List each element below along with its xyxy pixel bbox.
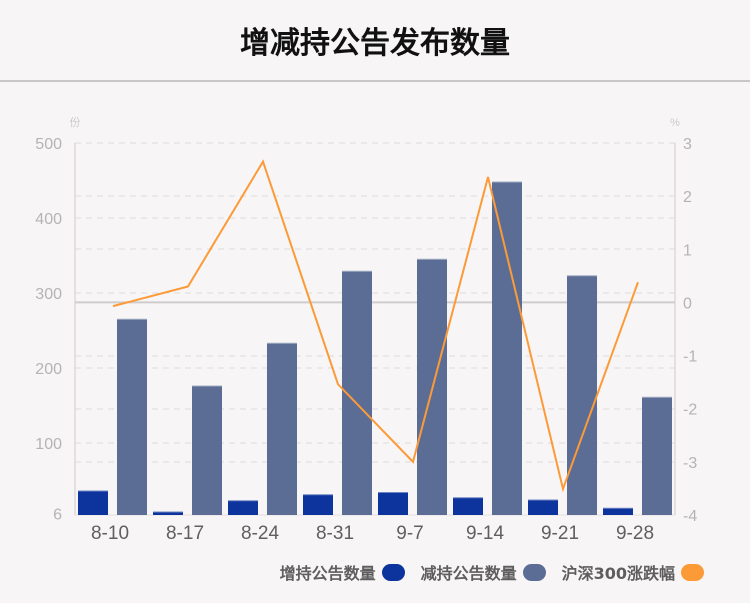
x-tick-label: 9-14 [466,523,504,544]
legend-item-hs300[interactable]: 沪深300涨跌幅 [562,560,704,584]
right-tick-label: 0 [683,295,692,312]
right-tick-label: -4 [683,508,697,525]
bar-increase[interactable] [78,491,108,515]
legend-label: 增持公告数量 [279,564,376,583]
bar-increase[interactable] [378,492,408,516]
right-tick-label: 1 [683,242,692,259]
bar-increase[interactable] [453,497,483,515]
legend: 增持公告数量 减持公告数量 沪深300涨跌幅 [280,560,704,584]
bar-decrease[interactable] [192,386,222,515]
right-axis-unit: % [670,117,680,129]
legend-item-decrease[interactable]: 减持公告数量 [421,560,546,584]
bar-increase[interactable] [603,508,633,515]
chart-title: 增减持公告发布数量 [240,26,510,61]
bar-decrease[interactable] [117,319,147,515]
x-tick-label: 9-28 [616,523,654,544]
legend-swatch-icon [381,563,405,581]
hs300-line[interactable] [112,159,639,493]
x-tick-label: 8-10 [91,523,129,544]
bar-decrease[interactable] [567,275,597,515]
legend-label: 沪深300涨跌幅 [561,564,675,583]
left-tick-label: 500 [35,136,62,153]
bar-decrease[interactable] [642,397,672,515]
right-tick-label: -1 [683,349,697,366]
right-tick-label: -2 [683,402,697,419]
x-tick-label: 8-24 [241,523,279,544]
bar-decrease[interactable] [492,182,522,515]
bar-increase[interactable] [303,494,333,515]
bar-increase[interactable] [228,500,258,515]
legend-item-increase[interactable]: 增持公告数量 [280,560,405,584]
legend-label: 减持公告数量 [420,564,517,583]
legend-swatch-icon [681,563,704,581]
right-tick-label: -3 [683,455,697,472]
left-axis-unit: 份 [70,116,81,129]
bar-decrease[interactable] [267,343,297,515]
x-tick-label: 8-17 [166,523,204,544]
title-divider [0,80,750,82]
x-tick-label: 9-21 [541,523,579,544]
x-tick-label: 9-7 [396,523,423,544]
left-tick-label: 100 [35,436,62,453]
right-tick-label: 2 [683,189,692,206]
left-tick-label: 6 [53,507,62,524]
left-tick-label: 400 [35,211,62,228]
legend-swatch-icon [522,563,546,581]
x-tick-label: 8-31 [316,523,354,544]
left-tick-label: 300 [35,286,62,303]
right-tick-label: 3 [683,136,692,153]
left-tick-label: 200 [35,361,62,378]
bar-increase[interactable] [153,512,183,515]
bar-increase[interactable] [528,500,558,515]
